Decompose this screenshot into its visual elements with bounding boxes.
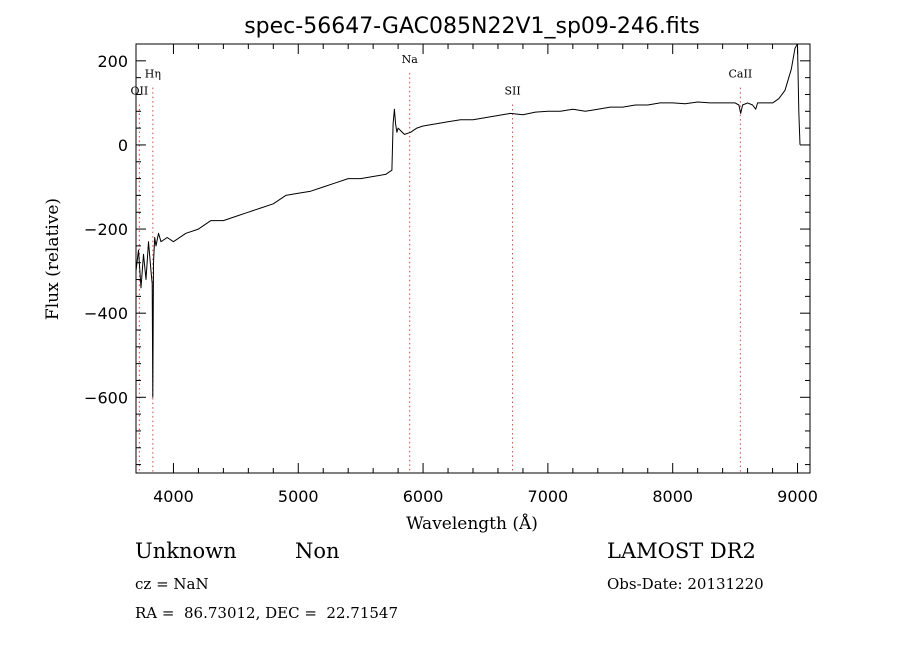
x-tick-label: 8000 [652, 487, 693, 506]
spectral-line-label: Na [402, 53, 419, 66]
x-tick-labels: 4000 5000 6000 7000 8000 9000 [153, 487, 818, 506]
x-tick-label: 4000 [153, 487, 194, 506]
spectral-line-label: Hη [145, 68, 161, 81]
axis-ticks [136, 43, 810, 473]
y-tick-label: −600 [84, 388, 128, 407]
y-tick-label: 200 [97, 52, 128, 71]
x-tick-label: 9000 [777, 487, 818, 506]
survey-name: LAMOST DR2 [607, 539, 756, 563]
x-tick-label: 6000 [403, 487, 444, 506]
observation-date: Obs-Date: 20131220 [607, 575, 764, 593]
y-tick-label: −200 [84, 220, 128, 239]
spectral-line-label: CaII [729, 68, 753, 81]
y-tick-labels: 200 0 −200 −400 −600 [84, 52, 128, 407]
y-tick-label: −400 [84, 304, 128, 323]
plot-frame [135, 43, 811, 474]
x-tick-label: 5000 [278, 487, 319, 506]
spectral-line-label: OII [131, 84, 149, 97]
coordinates: RA = 86.73012, DEC = 22.71547 [135, 604, 399, 622]
spectral-line-markers: OII Hη Na SII CaII [131, 53, 753, 473]
y-axis-label: Flux (relative) [43, 198, 63, 320]
y-tick-label: 0 [118, 136, 128, 155]
spectrum-line [135, 43, 801, 398]
spectral-line-label: SII [504, 84, 520, 97]
spectrum-series [135, 43, 801, 398]
object-class: Unknown [135, 539, 237, 563]
redshift-value: cz = NaN [135, 575, 209, 593]
chart-title: spec-56647-GAC085N22V1_sp09-246.fits [244, 14, 700, 39]
x-tick-label: 7000 [528, 487, 569, 506]
object-subclass: Non [295, 539, 340, 563]
x-axis-label: Wavelength (Å) [406, 513, 538, 534]
